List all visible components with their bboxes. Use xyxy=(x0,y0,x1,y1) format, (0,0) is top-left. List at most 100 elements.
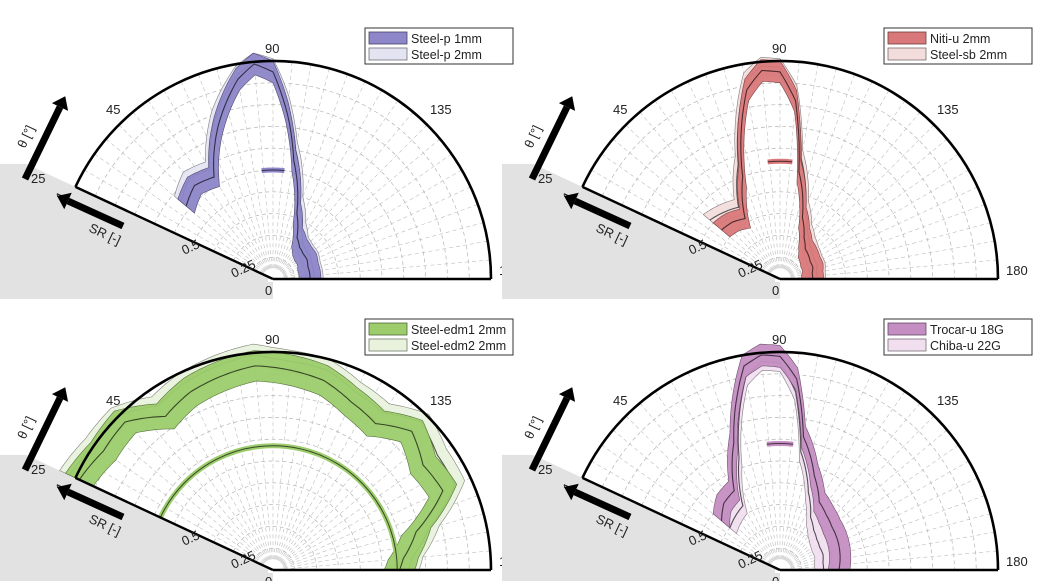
series-line-1 xyxy=(185,63,311,279)
legend-swatch-2 xyxy=(887,338,927,352)
theta-arrow-head xyxy=(558,387,576,402)
legend-swatch-1 xyxy=(368,31,408,45)
legend: Trocar-u 18G Chiba-u 22G xyxy=(883,318,1033,356)
grid-arc xyxy=(661,147,912,280)
legend-label-2: Steel-p 2mm xyxy=(411,48,482,62)
theta-tick-25: 25 xyxy=(538,462,552,477)
theta-tick-25: 25 xyxy=(31,462,45,477)
grid-spoke xyxy=(234,64,272,269)
r-tick-0: 0 xyxy=(265,283,272,298)
theta-tick-90: 90 xyxy=(265,332,279,347)
theta-arrow-shaft xyxy=(21,105,64,181)
theta-tick-180: 180 xyxy=(1006,554,1028,569)
grid-spoke xyxy=(234,355,272,560)
legend-swatch-2 xyxy=(368,338,408,352)
theta-tick-135: 135 xyxy=(430,102,452,117)
theta-tick-45: 45 xyxy=(106,102,120,117)
legend: Niti-u 2mm Steel-sb 2mm xyxy=(883,27,1033,65)
inner-ring-line xyxy=(767,160,793,163)
outer-arc xyxy=(581,59,1000,280)
sr-arrow-head xyxy=(564,483,579,501)
legend-label-1: Steel-edm1 2mm xyxy=(411,323,506,337)
legend-label-1: Steel-p 1mm xyxy=(411,32,482,46)
outer-arc xyxy=(581,350,1000,571)
inner-ring-line xyxy=(766,443,794,445)
series-line-1 xyxy=(721,69,814,279)
theta-tick-90: 90 xyxy=(265,41,279,56)
outer-arc xyxy=(74,350,493,571)
grid-spoke xyxy=(283,531,488,569)
theta-axis-label: θ [°] xyxy=(521,123,544,150)
grid-arc xyxy=(94,82,470,280)
legend-swatch-1 xyxy=(887,31,927,45)
grid-spoke xyxy=(760,61,780,269)
legend-swatch-1 xyxy=(368,322,408,336)
theta-arrow-head xyxy=(558,96,576,111)
grid-arc xyxy=(601,373,977,571)
legend-label-2: Steel-edm2 2mm xyxy=(411,339,506,353)
grid-arc xyxy=(134,126,426,280)
grid-spoke xyxy=(760,352,780,560)
outer-arc xyxy=(74,59,493,280)
legend-swatch-2 xyxy=(368,47,408,61)
legend-swatch-1 xyxy=(887,322,927,336)
grid-arc xyxy=(233,526,317,571)
baseline-mask xyxy=(775,279,1003,282)
theta-axis-label: θ [°] xyxy=(521,414,544,441)
legend: Steel-edm1 2mm Steel-edm2 2mm xyxy=(364,318,514,356)
r-tick-0.5: 0.5 xyxy=(179,527,202,548)
r-tick-0.5: 0.5 xyxy=(686,527,709,548)
legend-swatch-2 xyxy=(887,47,927,61)
grid-arc xyxy=(641,417,933,571)
theta-arrow-head xyxy=(51,96,69,111)
theta-tick-45: 45 xyxy=(613,102,627,117)
sr-arrow-head xyxy=(564,192,579,210)
baseline-mask xyxy=(268,570,496,573)
series-line-1 xyxy=(721,354,841,571)
theta-axis-label: θ [°] xyxy=(14,414,37,441)
grid-spoke xyxy=(253,352,273,560)
sr-arrow-shaft xyxy=(66,488,125,521)
sr-arrow-shaft xyxy=(573,488,632,521)
r-tick-0: 0 xyxy=(772,574,779,581)
inner-ring-line xyxy=(159,445,398,571)
inner-ring-line xyxy=(261,169,285,172)
theta-tick-135: 135 xyxy=(937,393,959,408)
series-line-1 xyxy=(78,365,444,571)
r-tick-0.5: 0.5 xyxy=(179,236,202,257)
theta-tick-25: 25 xyxy=(31,171,45,186)
baseline-mask xyxy=(775,570,1003,573)
grid-arc xyxy=(621,104,955,280)
sr-arrow-head xyxy=(57,192,72,210)
grid-arc xyxy=(173,460,383,571)
sr-arrow-head xyxy=(57,483,72,501)
radius-axis-25 xyxy=(74,185,274,281)
radius-axis-25 xyxy=(581,185,781,281)
theta-axis-label: θ [°] xyxy=(14,123,37,150)
legend-label-2: Steel-sb 2mm xyxy=(930,48,1007,62)
grid-arc xyxy=(114,104,448,280)
theta-tick-135: 135 xyxy=(430,393,452,408)
theta-tick-90: 90 xyxy=(772,41,786,56)
r-tick-0: 0 xyxy=(772,283,779,298)
r-tick-0.5: 0.5 xyxy=(686,236,709,257)
baseline-mask xyxy=(268,279,496,282)
legend-label-1: Niti-u 2mm xyxy=(930,32,990,46)
grid-arc xyxy=(601,82,977,280)
legend-label-2: Chiba-u 22G xyxy=(930,339,1001,353)
grid-spoke xyxy=(253,61,273,269)
grid-arc xyxy=(134,417,426,571)
theta-tick-135: 135 xyxy=(937,102,959,117)
theta-arrow-shaft xyxy=(21,396,64,472)
theta-tick-45: 45 xyxy=(613,393,627,408)
theta-tick-25: 25 xyxy=(538,171,552,186)
theta-tick-90: 90 xyxy=(772,332,786,347)
series-line-2 xyxy=(729,360,825,570)
theta-tick-180: 180 xyxy=(1006,263,1028,278)
radius-axis-25 xyxy=(74,476,274,572)
grid-arc xyxy=(641,126,933,280)
